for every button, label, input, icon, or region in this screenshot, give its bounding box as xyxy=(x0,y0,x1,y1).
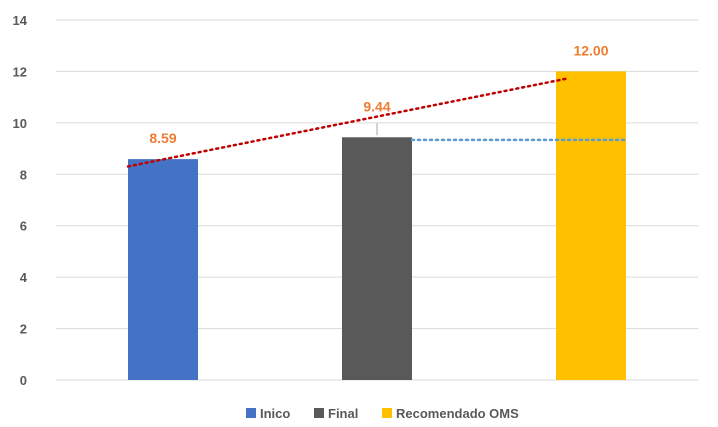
trend-lines xyxy=(126,77,628,168)
bar-final xyxy=(342,137,412,380)
bar-inico xyxy=(128,159,198,380)
y-tick-label: 14 xyxy=(13,13,28,28)
y-tick-label: 6 xyxy=(20,219,27,234)
bar-recomendado-oms xyxy=(556,71,626,380)
legend: Inico Final Recomendado OMS xyxy=(246,406,519,421)
bars xyxy=(128,71,626,380)
data-label: 8.59 xyxy=(149,130,176,146)
y-axis-ticks: 0 2 4 6 8 10 12 14 xyxy=(13,13,28,388)
y-tick-label: 10 xyxy=(13,116,27,131)
legend-swatch xyxy=(314,408,324,418)
y-tick-label: 12 xyxy=(13,64,27,79)
legend-swatch xyxy=(382,408,392,418)
data-labels: 8.59 9.44 12.00 xyxy=(149,42,608,146)
data-label: 9.44 xyxy=(363,98,390,114)
y-tick-label: 8 xyxy=(20,167,27,182)
legend-label: Final xyxy=(328,406,358,421)
legend-label: Inico xyxy=(260,406,290,421)
y-tick-label: 4 xyxy=(20,270,28,285)
legend-label: Recomendado OMS xyxy=(396,406,519,421)
y-tick-label: 0 xyxy=(20,373,27,388)
legend-swatch xyxy=(246,408,256,418)
trendline xyxy=(126,77,568,168)
y-tick-label: 2 xyxy=(20,322,27,337)
data-label: 12.00 xyxy=(573,42,608,58)
